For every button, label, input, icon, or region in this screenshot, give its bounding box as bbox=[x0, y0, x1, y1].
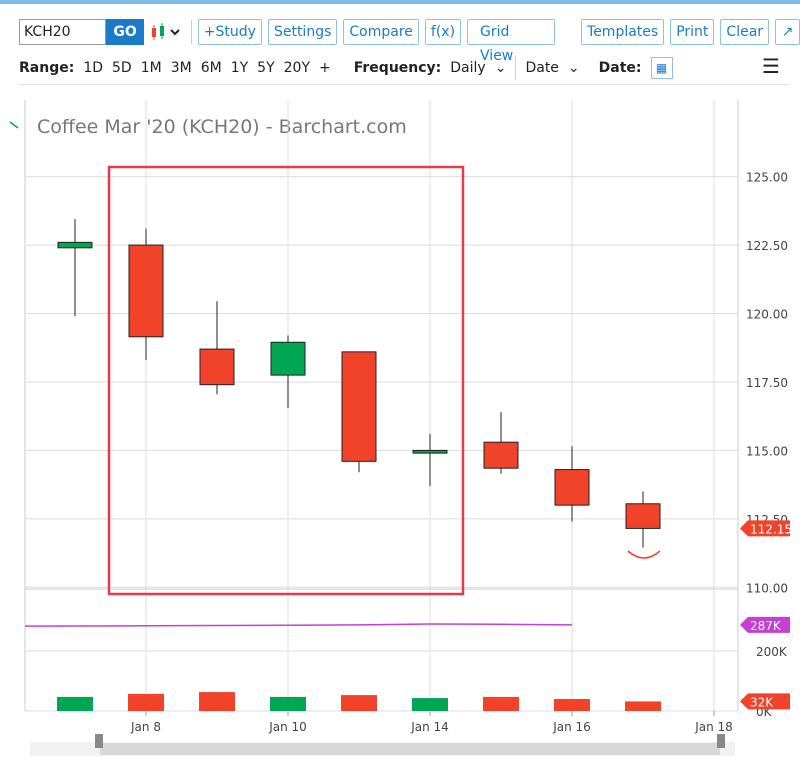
candle-body bbox=[341, 351, 377, 462]
range-option[interactable]: 5D bbox=[112, 60, 132, 76]
candle-body bbox=[625, 503, 661, 529]
x-tick-label: Jan 8 bbox=[130, 720, 161, 734]
divider bbox=[19, 84, 789, 85]
x-tick-label: Jan 10 bbox=[268, 720, 307, 734]
menu-icon[interactable]: ☰ bbox=[762, 54, 780, 78]
x-tick-label: Jan 18 bbox=[694, 720, 733, 734]
toolbar: KCH20 GO +Study Settings Compare f(x) Gr… bbox=[19, 18, 800, 64]
dropdown-arrow[interactable]: ⌄ bbox=[567, 60, 580, 76]
smile-mark bbox=[627, 550, 661, 559]
range-option[interactable]: 3M bbox=[170, 60, 192, 76]
scrollbar-thumb bbox=[100, 743, 720, 755]
study-button[interactable]: +Study bbox=[197, 19, 262, 45]
range-option[interactable]: 5Y bbox=[257, 60, 275, 76]
y-tick-label: 0K bbox=[756, 705, 773, 719]
last-price-flag bbox=[740, 520, 790, 537]
top-border bbox=[0, 0, 800, 4]
candle-body bbox=[483, 441, 519, 469]
candle-body bbox=[412, 449, 448, 454]
settings-button[interactable]: Settings bbox=[267, 19, 338, 45]
volume-bar bbox=[199, 692, 235, 711]
volume-value-label: 32K bbox=[750, 695, 774, 709]
calendar-button[interactable]: ▦ bbox=[650, 57, 673, 79]
clear-button[interactable]: Clear bbox=[720, 19, 770, 45]
chart-title: Coffee Mar '20 (KCH20) - Barchart.com bbox=[37, 116, 407, 138]
fx-button[interactable]: f(x) bbox=[424, 19, 462, 45]
scroll-handle bbox=[95, 734, 103, 748]
compare-button[interactable]: Compare bbox=[343, 19, 419, 45]
candle-body bbox=[128, 244, 164, 338]
volume-ma-line bbox=[24, 623, 573, 627]
y-tick-label: 117.50 bbox=[746, 376, 788, 390]
range-option[interactable]: 6M bbox=[200, 60, 222, 76]
volume-bar bbox=[483, 696, 519, 711]
volume-ma-flag bbox=[740, 616, 790, 633]
grid-view-button[interactable]: Grid View bbox=[467, 19, 556, 64]
separator bbox=[515, 56, 517, 80]
templates-button[interactable]: Templates bbox=[581, 19, 665, 45]
range-option[interactable]: + bbox=[319, 60, 331, 76]
date-select[interactable]: Date bbox=[525, 60, 559, 76]
frequency-label: Frequency: bbox=[353, 60, 442, 76]
decoration bbox=[9, 121, 19, 129]
volume-bar bbox=[128, 693, 164, 711]
frequency-select[interactable]: Daily bbox=[450, 60, 486, 76]
y-tick-label: 112.50 bbox=[746, 513, 788, 527]
y-tick-label: 115.00 bbox=[746, 444, 788, 458]
separator bbox=[190, 20, 192, 44]
candle-body bbox=[57, 241, 93, 249]
volume-bar bbox=[341, 695, 377, 711]
symbol-input[interactable]: KCH20 bbox=[19, 19, 107, 45]
volume-bar bbox=[57, 696, 93, 711]
y-tick-label: 122.50 bbox=[746, 239, 788, 253]
expand-button[interactable]: ↗ bbox=[775, 19, 800, 45]
range-option[interactable]: 1D bbox=[83, 60, 103, 76]
range-option[interactable]: 1Y bbox=[230, 60, 249, 76]
range-label: Range: bbox=[19, 60, 75, 76]
range-bar: Range: 1D 5D 1M 3M 6M 1Y 5Y 20Y + Freque… bbox=[19, 56, 673, 80]
print-button[interactable]: Print bbox=[670, 19, 715, 45]
volume-bar bbox=[554, 699, 590, 711]
go-button[interactable]: GO bbox=[106, 19, 144, 45]
volume-bar bbox=[270, 696, 306, 711]
range-option[interactable]: 20Y bbox=[283, 60, 310, 76]
y-tick-label: 125.00 bbox=[746, 171, 788, 185]
candle-body bbox=[199, 348, 235, 386]
candle-body bbox=[270, 341, 306, 376]
y-tick-label: 120.00 bbox=[746, 308, 788, 322]
last-price-label: 112.15 bbox=[750, 522, 792, 536]
highlight-box bbox=[107, 165, 465, 596]
candle-body bbox=[554, 469, 590, 506]
date-label: Date: bbox=[598, 60, 642, 76]
volume-ma-label: 287K bbox=[750, 619, 782, 633]
range-option[interactable]: 1M bbox=[140, 60, 162, 76]
volume-bar bbox=[412, 698, 448, 711]
volume-bar bbox=[625, 701, 661, 711]
x-tick-label: Jan 14 bbox=[410, 720, 449, 734]
scroll-handle bbox=[717, 734, 725, 748]
y-tick-label: 200K bbox=[756, 645, 788, 659]
chart-type-icon[interactable] bbox=[150, 22, 185, 42]
volume-value-flag bbox=[740, 693, 790, 710]
dropdown-arrow[interactable]: ⌄ bbox=[494, 60, 507, 76]
y-tick-label: 110.00 bbox=[746, 581, 788, 595]
scrollbar-track bbox=[30, 742, 735, 756]
x-tick-label: Jan 16 bbox=[552, 720, 591, 734]
